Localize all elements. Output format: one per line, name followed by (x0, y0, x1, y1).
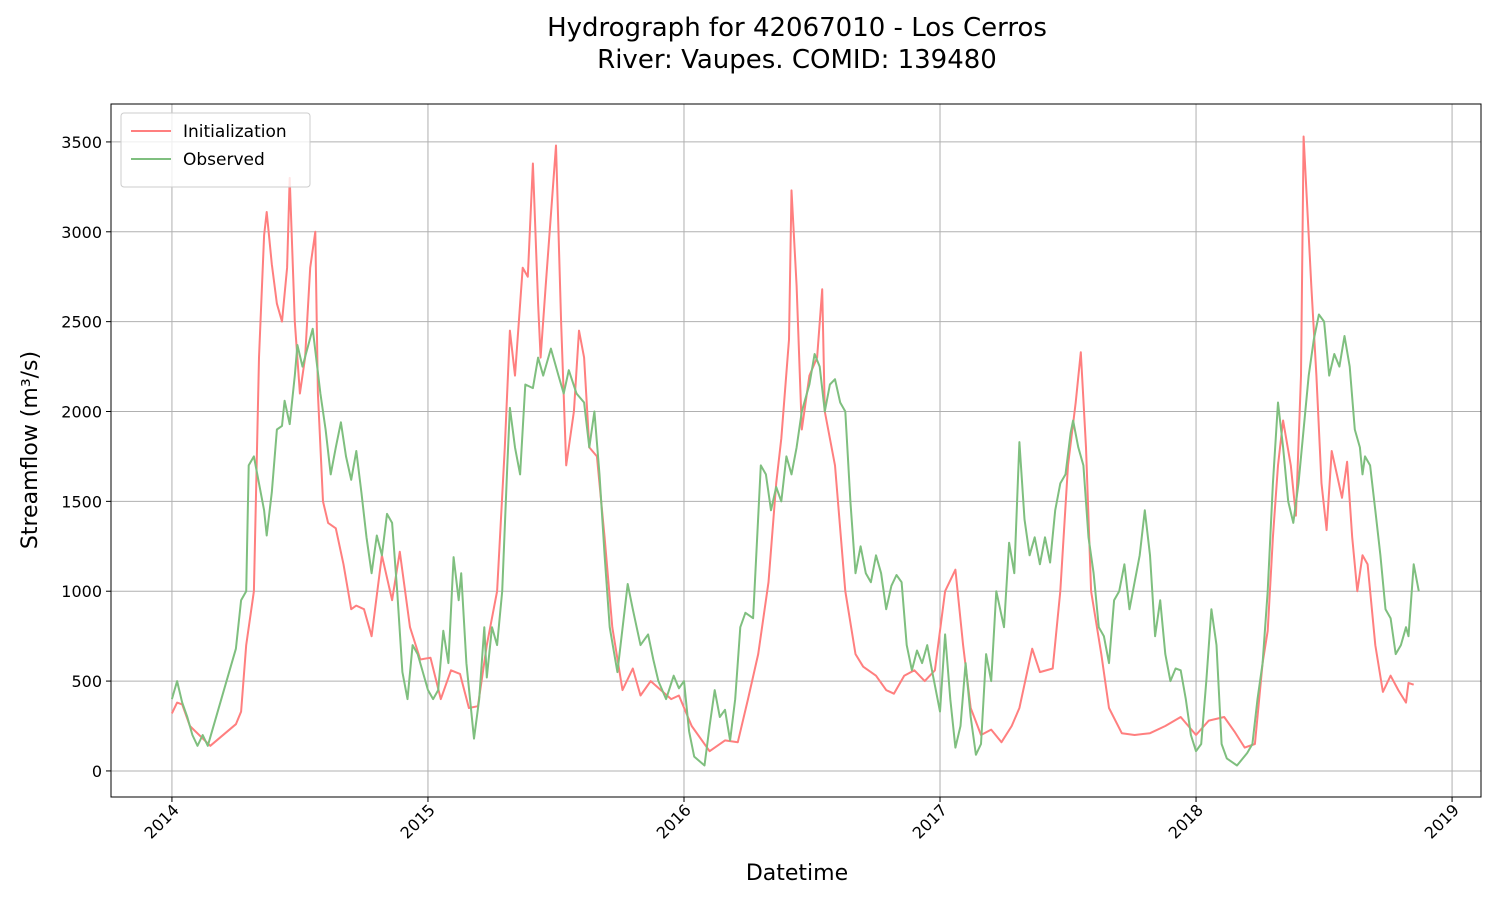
x-axis-label: Datetime (746, 861, 848, 886)
plot-frame (110, 103, 1482, 798)
y-tick-label: 0 (92, 762, 102, 781)
chart-subtitle: River: Vaupes. COMID: 139480 (597, 45, 997, 75)
y-tick-label: 2000 (61, 403, 102, 422)
series-line (170, 135, 1415, 753)
y-tick-label: 500 (71, 672, 102, 691)
series-line (170, 313, 1420, 767)
chart-title: Hydrograph for 42067010 - Los Cerros (547, 13, 1047, 43)
legend: Initialization Observed (120, 112, 311, 188)
y-tick-label: 3000 (61, 223, 102, 242)
y-tick-label: 1000 (61, 582, 102, 601)
x-tick-label: 2017 (909, 800, 951, 842)
y-tick-label: 3500 (61, 133, 102, 152)
x-tick-label: 2015 (397, 800, 439, 842)
y-tick-label: 2500 (61, 313, 102, 332)
legend-label: Initialization (183, 122, 287, 142)
x-tick-label: 2014 (141, 800, 183, 842)
legend-label: Observed (183, 150, 265, 170)
x-tick-label: 2019 (1421, 800, 1463, 842)
y-axis-label: Streamflow (m³/s) (18, 351, 43, 549)
x-tick-label: 2016 (653, 800, 695, 842)
x-tick-label: 2018 (1165, 800, 1207, 842)
y-tick-label: 1500 (61, 492, 102, 511)
